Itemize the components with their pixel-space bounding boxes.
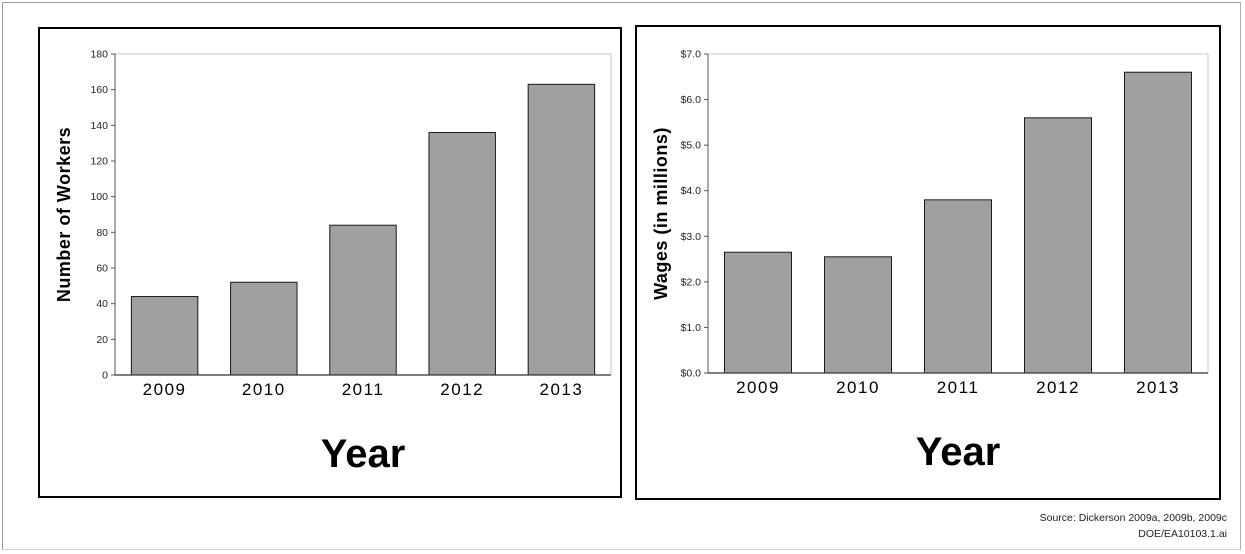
workers-bar-chart: 0 20 40 60 80 100 120 140 160 180 2009 2010 2011 2012…	[54, 49, 612, 476]
wages-x-axis-title: Year	[916, 430, 1001, 474]
wages-bar	[1124, 71, 1192, 374]
workers-y-tick-label: 80	[96, 227, 108, 239]
workers-y-tick-label: 20	[96, 334, 108, 346]
wages-bar	[924, 199, 992, 374]
workers-x-tick-label: 2011	[342, 380, 385, 399]
workers-bar	[428, 131, 496, 376]
workers-bar	[130, 296, 199, 376]
workers-x-axis-title: Year	[321, 432, 406, 476]
workers-bar	[329, 224, 397, 376]
wages-bar-chart: $0.0 $1.0 $2.0 $3.0 $4.0 $5.0 $6.0 $7.0 2009 2010…	[651, 49, 1209, 474]
wages-y-tick-label: $1.0	[681, 322, 702, 334]
wages-bar	[1024, 117, 1092, 374]
wages-chart-panel: $0.0 $1.0 $2.0 $3.0 $4.0 $5.0 $6.0 $7.0 2009 2010…	[635, 25, 1221, 500]
wages-bar	[824, 256, 892, 374]
workers-x-tick-label: 2009	[143, 380, 187, 399]
workers-y-axis-title: Number of Workers	[54, 127, 74, 302]
wages-bar	[724, 251, 792, 374]
wages-y-tick-label: $2.0	[681, 276, 702, 288]
wages-x-tick-label: 2012	[1036, 378, 1080, 397]
source-citation: Source: Dickerson 2009a, 2009b, 2009c	[1039, 512, 1227, 524]
workers-bar	[527, 83, 596, 376]
workers-x-tick-label: 2010	[242, 380, 286, 399]
wages-x-tick-label: 2011	[937, 378, 980, 397]
workers-y-tick-label: 140	[90, 120, 108, 132]
figure-id: DOE/EA10103.1.ai	[1138, 528, 1227, 540]
workers-chart-panel: 0 20 40 60 80 100 120 140 160 180 2009 2010 2011 2012…	[38, 27, 622, 498]
source-note: Source: Dickerson 2009a, 2009b, 2009c DO…	[1040, 510, 1227, 542]
workers-y-tick-label: 100	[90, 191, 108, 203]
wages-x-tick-label: 2009	[736, 378, 780, 397]
wages-y-tick-label: $4.0	[681, 185, 702, 197]
wages-x-tick-label: 2013	[1136, 378, 1180, 397]
workers-y-tick-label: 60	[96, 263, 108, 275]
wages-y-tick-label: $0.0	[681, 368, 702, 380]
wages-x-tick-label: 2010	[836, 378, 880, 397]
workers-y-tick-label: 160	[90, 84, 108, 96]
workers-x-tick-label: 2012	[440, 380, 484, 399]
workers-x-tick-label: 2013	[539, 380, 583, 399]
wages-y-tick-label: $7.0	[681, 49, 702, 61]
workers-y-tick-label: 40	[96, 298, 108, 310]
wages-y-axis-title: Wages (in millions)	[651, 127, 671, 300]
workers-y-tick-label: 120	[90, 156, 108, 168]
wages-y-tick-label: $6.0	[681, 94, 702, 106]
workers-bar	[230, 281, 298, 376]
workers-y-tick-label: 180	[90, 49, 108, 61]
wages-y-tick-label: $3.0	[681, 231, 702, 243]
workers-y-tick-label: 0	[102, 370, 108, 382]
wages-y-tick-label: $5.0	[681, 140, 702, 152]
